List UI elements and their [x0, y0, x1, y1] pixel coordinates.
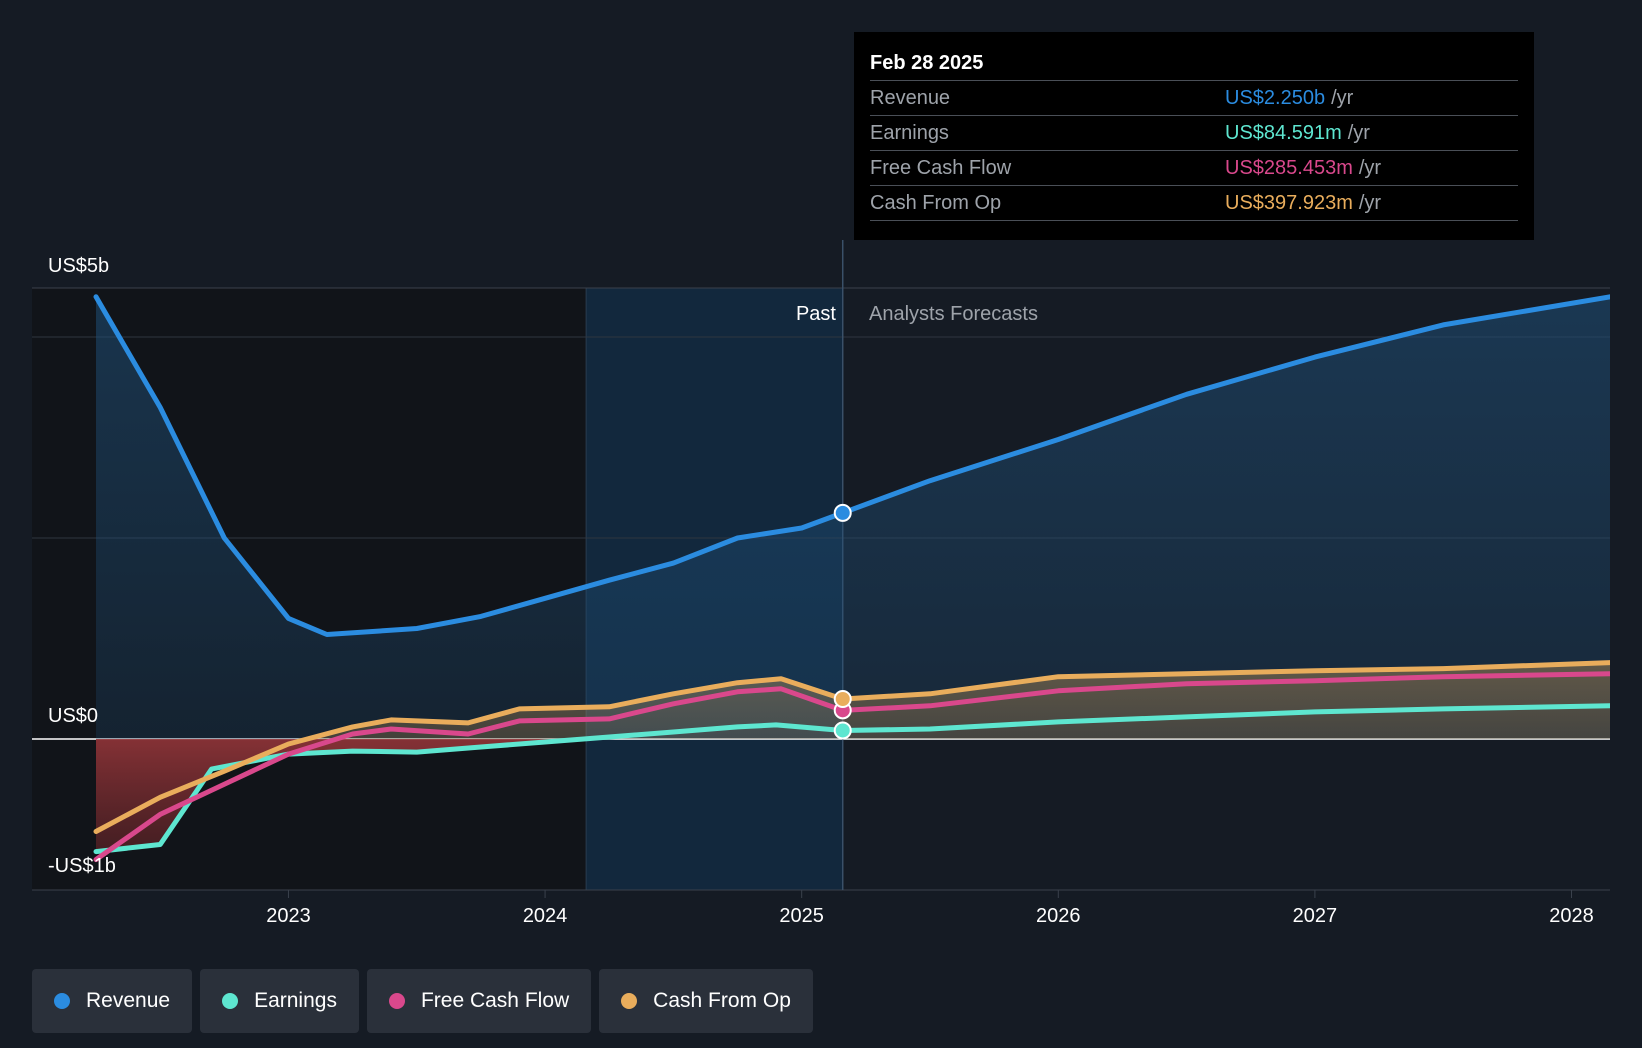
- earnings-marker: [833, 721, 852, 740]
- tooltip-date: Feb 28 2025: [870, 52, 984, 74]
- y-label-zero: US$0: [48, 705, 98, 727]
- y-label-top: US$5b: [48, 255, 109, 277]
- legend-item-revenue[interactable]: Revenue: [32, 969, 193, 1033]
- past-label: Past: [796, 303, 836, 325]
- legend-label: Earnings: [254, 989, 337, 1012]
- revenue-area: [96, 296, 1610, 739]
- legend-dot-icon: [222, 993, 239, 1009]
- revenue-line: [93, 294, 1610, 637]
- tooltip-series-name: Free Cash Flow: [870, 157, 1012, 179]
- negative-area: [96, 739, 1610, 852]
- tooltip-row: Free Cash Flow US$285.453m/yr: [870, 150, 1518, 185]
- x-tick-label: 2027: [1293, 905, 1338, 927]
- tooltip: Feb 28 2025 Revenue US$2.250b/yr Earnings U…: [854, 32, 1534, 240]
- legend-label: Free Cash Flow: [420, 989, 570, 1012]
- forecast-label: Analysts Forecasts: [869, 303, 1038, 325]
- x-tick-label: 2026: [1036, 905, 1081, 927]
- cash-from-op-line: [93, 660, 1610, 834]
- tooltip-row: Cash From Op US$397.923m/yr: [870, 185, 1518, 221]
- tooltip-unit: /yr: [1358, 157, 1382, 179]
- free-cash-flow-line: [93, 671, 1610, 863]
- legend-dot-icon: [54, 993, 70, 1009]
- legend-item-free-cash-flow[interactable]: Free Cash Flow: [366, 969, 592, 1033]
- tooltip-series-name: Cash From Op: [870, 192, 1002, 214]
- legend-dot-icon: [621, 993, 638, 1009]
- tooltip-row: Earnings US$84.591m/yr: [870, 115, 1518, 150]
- cash-from-op-marker: [833, 690, 852, 709]
- legend-label: Revenue: [86, 989, 171, 1012]
- legend-dot-icon: [388, 993, 405, 1009]
- tooltip-series-name: Earnings: [870, 122, 949, 144]
- x-tick-label: 2025: [779, 905, 824, 927]
- legend: Revenue Earnings Free Cash Flow Cash From O…: [32, 969, 813, 1033]
- tooltip-series-name: Revenue: [870, 87, 951, 109]
- tooltip-value: US$84.591m: [1225, 122, 1342, 144]
- x-tick-label: 2024: [523, 905, 568, 927]
- legend-label: Cash From Op: [653, 989, 791, 1012]
- tooltip-row: Revenue US$2.250b/yr: [870, 80, 1518, 115]
- tooltip-unit: /yr: [1358, 192, 1382, 214]
- revenue-marker: [833, 503, 852, 522]
- tooltip-value: US$285.453m: [1225, 157, 1353, 179]
- x-tick-label: 2023: [266, 905, 311, 927]
- y-label-bottom: -US$1b: [48, 855, 116, 877]
- legend-item-cash-from-op[interactable]: Cash From Op: [599, 969, 813, 1033]
- tooltip-value: US$397.923m: [1225, 192, 1353, 214]
- tooltip-unit: /yr: [1331, 87, 1354, 109]
- legend-item-earnings[interactable]: Earnings: [200, 969, 359, 1033]
- x-tick-label: 2028: [1549, 905, 1594, 927]
- tooltip-value: US$2.250b: [1225, 87, 1326, 109]
- tooltip-unit: /yr: [1347, 122, 1370, 144]
